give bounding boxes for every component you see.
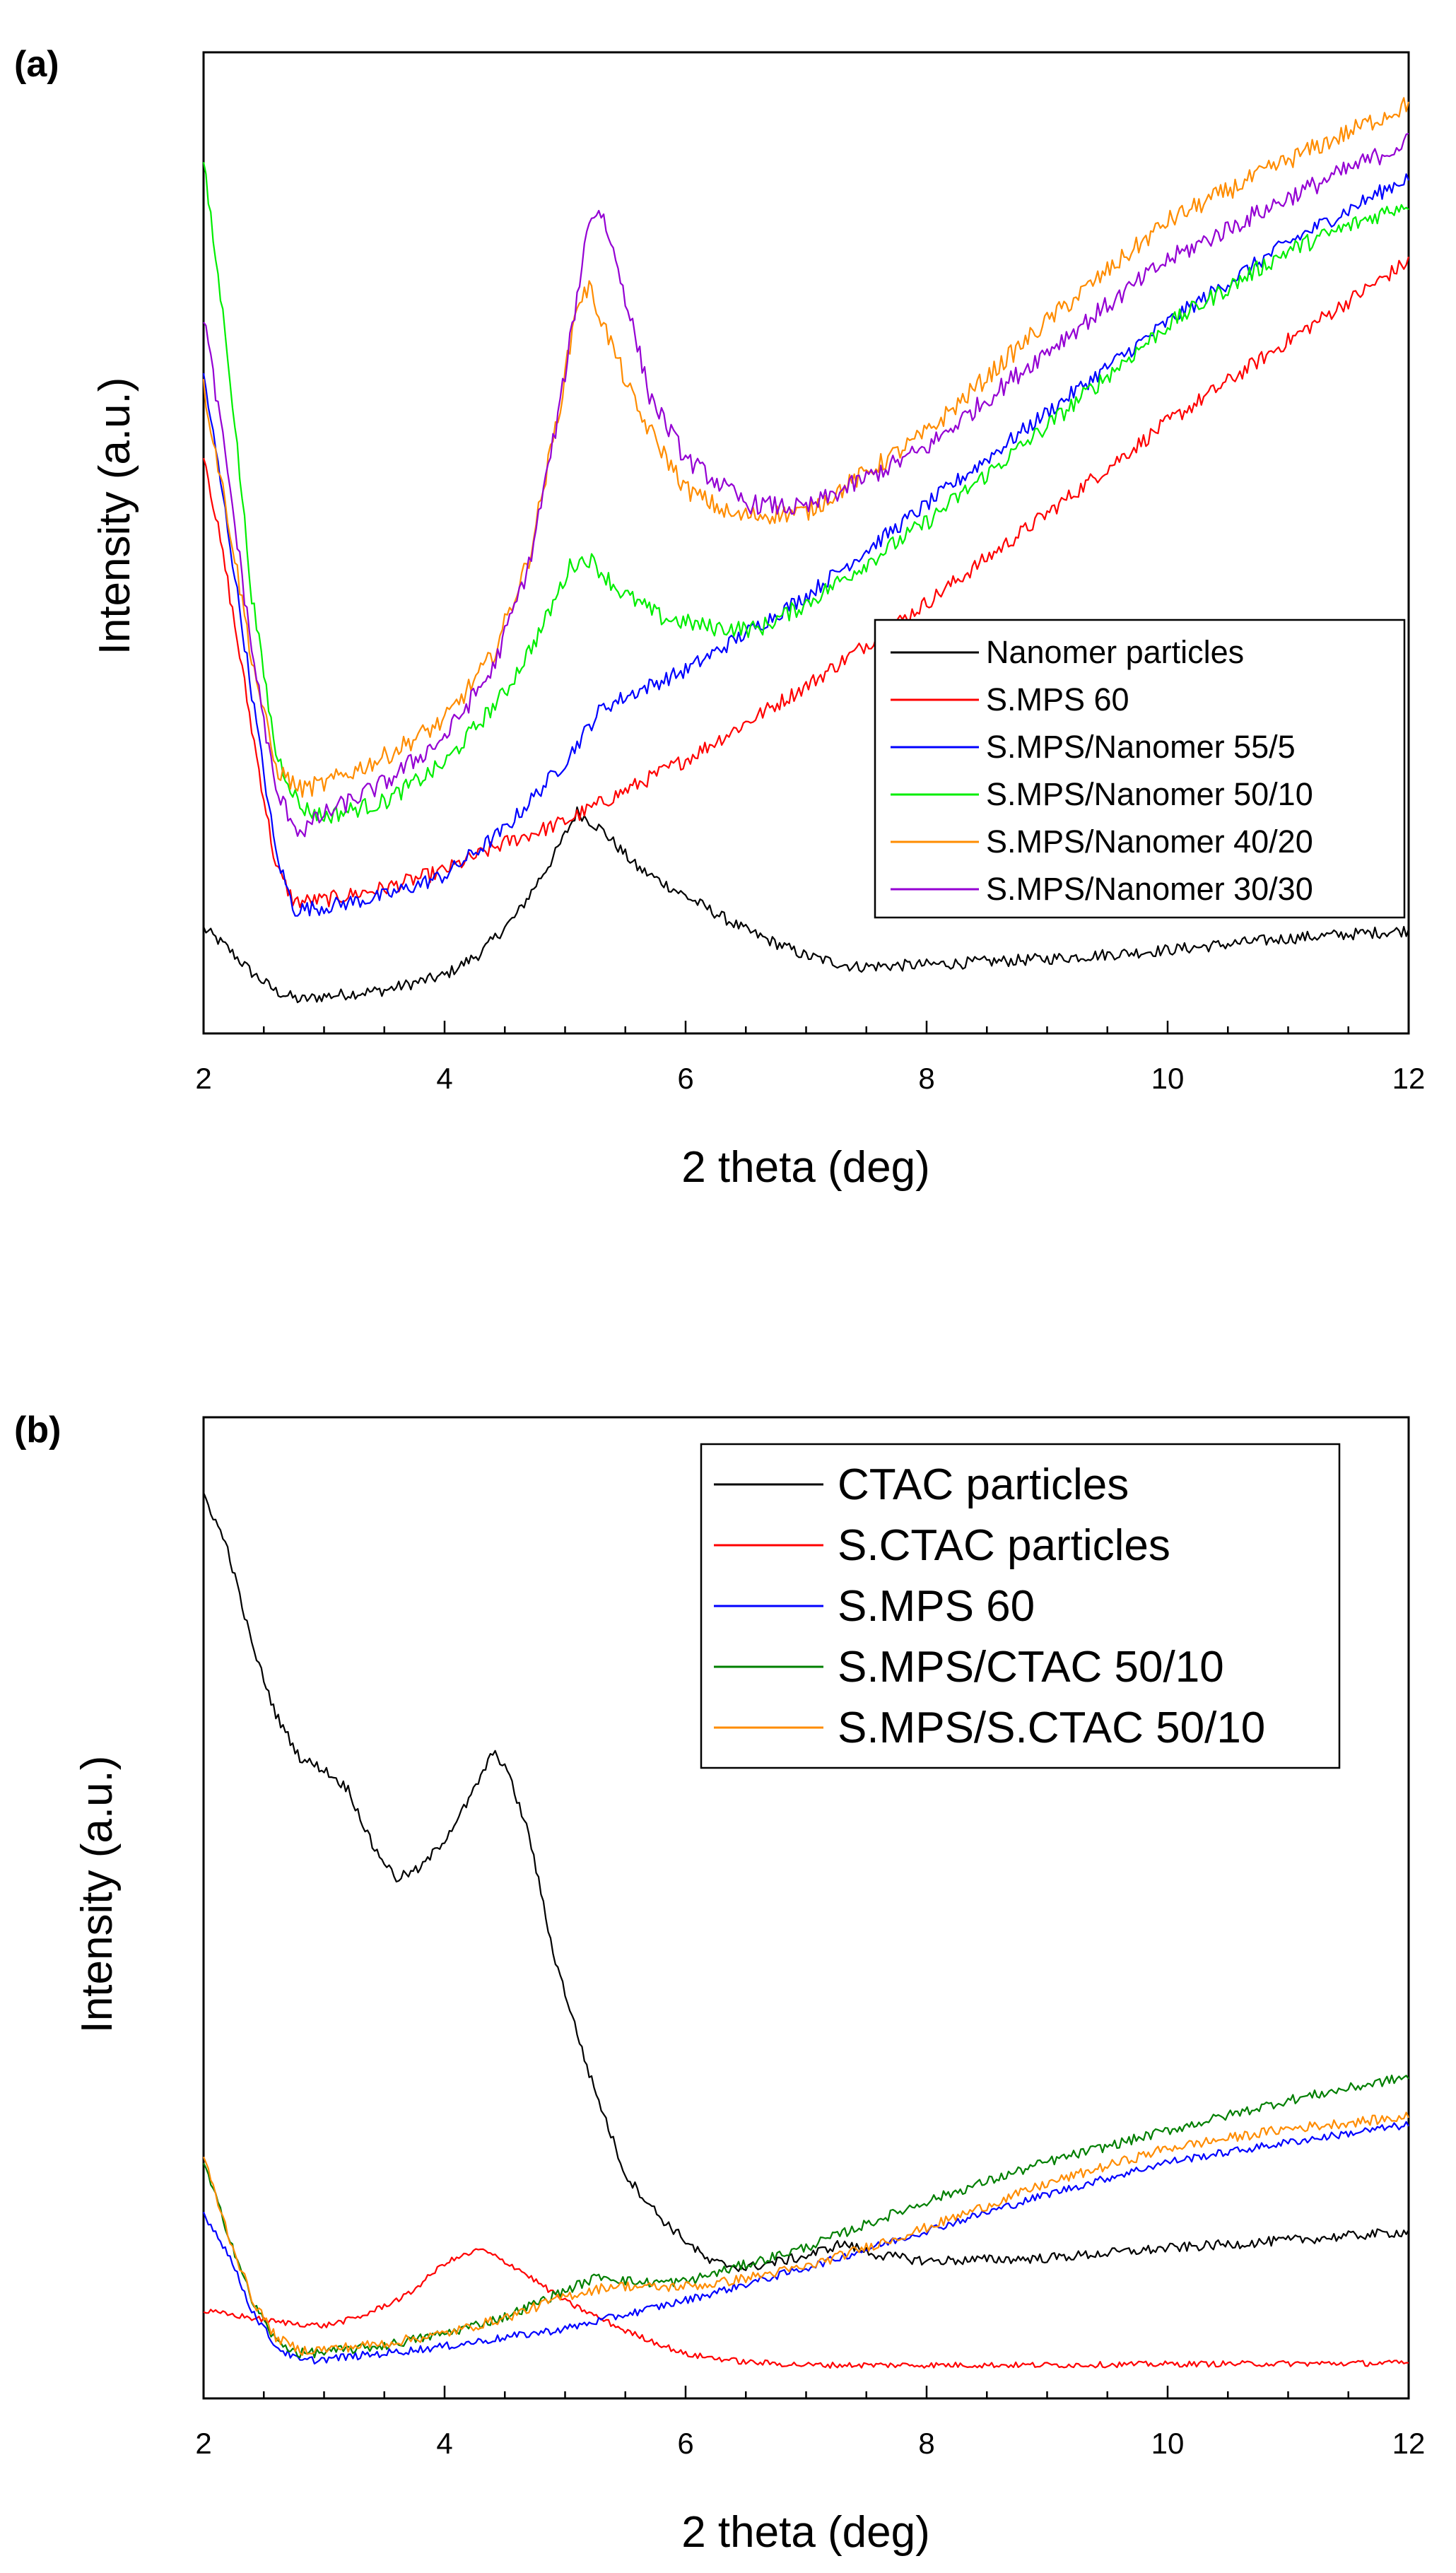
legend-label-s-ctac-particles: S.CTAC particles xyxy=(838,1521,1170,1570)
panel-b-legend-rows: CTAC particles S.CTAC particles S.MPS 60 S.… xyxy=(714,1460,1265,1752)
panel-a-series xyxy=(202,97,1410,1004)
legend-label-s-mps-nanomer-30-30: S.MPS/Nanomer 30/30 xyxy=(986,871,1313,907)
legend-label-s-mps-60: S.MPS 60 xyxy=(986,681,1129,717)
panel-a-legend-box xyxy=(874,619,1406,919)
x-tick-label-12: 12 xyxy=(1392,1062,1426,1095)
panel-b-x-axis-ticks: 2 4 6 8 10 12 xyxy=(195,2386,1425,2460)
panel-b-y-axis-title: Intensity (a.u.) xyxy=(73,1756,122,2034)
panel-b: (b) 2 4 6 8 10 12 2 theta (deg) Intensity (a.… xyxy=(14,1409,1425,2557)
legend-label-s-mps-nanomer-50-10: S.MPS/Nanomer 50/10 xyxy=(986,776,1313,812)
panel-a-x-axis-title: 2 theta (deg) xyxy=(681,1143,930,1192)
panel-b-legend: CTAC particles S.CTAC particles S.MPS 60 S.… xyxy=(700,1443,1341,1769)
x-tick-label-2: 2 xyxy=(195,1062,211,1095)
legend-label-s-mps-nanomer-55-5: S.MPS/Nanomer 55/5 xyxy=(986,729,1296,765)
x-tick-label-4: 4 xyxy=(436,1062,452,1095)
series-s-mps-ctac-50-10 xyxy=(203,2074,1409,2359)
series-nanomer-particles xyxy=(202,806,1410,1004)
series-s-mps-nanomer-30-30 xyxy=(203,132,1409,838)
legend-label-nanomer-particles: Nanomer particles xyxy=(986,634,1244,670)
x-tick-label-6: 6 xyxy=(677,1062,693,1095)
legend-label-s-mps-nanomer-40-20: S.MPS/Nanomer 40/20 xyxy=(986,824,1313,860)
panel-a: (a) 2 4 6 8 10 12 2 theta (deg) Intensity (a.… xyxy=(14,44,1425,1192)
panel-a-legend: Nanomer particles S.MPS 60 S.MPS/Nanomer 5… xyxy=(874,619,1406,919)
x-tick-label-10: 10 xyxy=(1151,1062,1185,1095)
legend-label-s-mps-ctac-50-10: S.MPS/CTAC 50/10 xyxy=(838,1643,1224,1692)
x-tick-label-4: 4 xyxy=(436,2427,452,2460)
panel-b-label: (b) xyxy=(14,1409,61,1450)
x-tick-label-8: 8 xyxy=(918,1062,934,1095)
legend-label-ctac-particles: CTAC particles xyxy=(838,1460,1129,1509)
legend-label-s-mps-s-ctac-50-10: S.MPS/S.CTAC 50/10 xyxy=(838,1704,1265,1752)
series-s-mps-nanomer-40-20 xyxy=(202,97,1410,798)
series-s-ctac-particles xyxy=(203,2248,1409,2369)
x-tick-label-6: 6 xyxy=(677,2427,693,2460)
x-tick-label-12: 12 xyxy=(1392,2427,1426,2460)
series-s-mps-nanomer-50-10 xyxy=(202,162,1409,824)
x-tick-label-8: 8 xyxy=(918,2427,934,2460)
legend-label-s-mps-60: S.MPS 60 xyxy=(838,1582,1035,1631)
series-s-mps-s-ctac-50-10 xyxy=(202,2111,1409,2356)
panel-a-legend-rows: Nanomer particles S.MPS 60 S.MPS/Nanomer 5… xyxy=(891,634,1313,907)
panel-b-x-axis-title: 2 theta (deg) xyxy=(681,2508,930,2557)
panel-a-x-axis-ticks: 2 4 6 8 10 12 xyxy=(195,1021,1425,1095)
series-s-mps-60 xyxy=(202,256,1410,908)
panel-a-y-axis-title: Intensity (a.u.) xyxy=(90,377,139,655)
x-tick-label-2: 2 xyxy=(195,2427,211,2460)
panel-a-label: (a) xyxy=(14,44,59,85)
x-tick-label-10: 10 xyxy=(1151,2427,1185,2460)
series-s-mps-60 xyxy=(202,2121,1409,2364)
panel-b-series xyxy=(202,1492,1409,2369)
series-ctac-particles xyxy=(202,1492,1409,2273)
